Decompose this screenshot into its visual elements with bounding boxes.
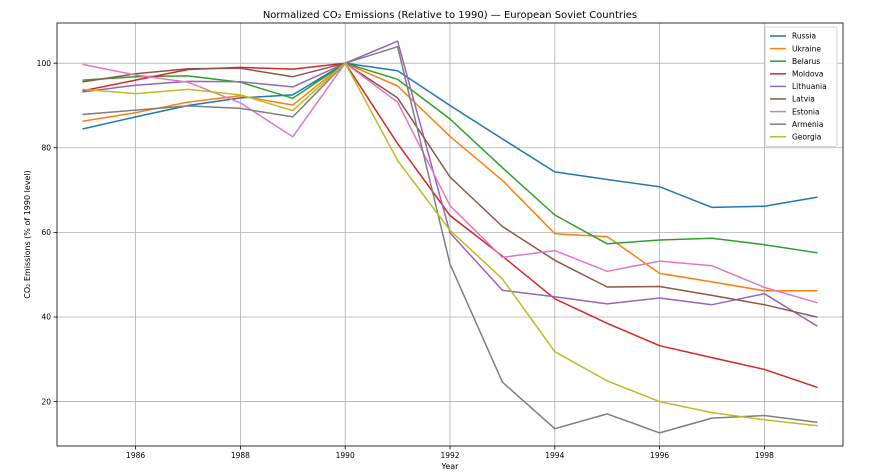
legend-label-ukraine: Ukraine (792, 44, 821, 53)
x-tick-label: 1994 (545, 451, 564, 460)
series-line-georgia (82, 62, 818, 427)
x-tick-label: 1990 (336, 451, 355, 460)
x-tick-label: 1998 (755, 451, 774, 460)
x-tick-label: 1996 (650, 451, 669, 460)
series-line-lithuania (82, 40, 818, 327)
series-lines (82, 40, 818, 434)
legend-label-moldova: Moldova (792, 70, 824, 79)
series-line-estonia (82, 62, 818, 304)
y-axis-label: CO₂ Emissions (% of 1990 level) (23, 170, 32, 299)
legend-box (764, 26, 838, 147)
x-tick-label: 1992 (440, 451, 459, 460)
series-line-ukraine (82, 62, 818, 292)
x-tick-label: 1986 (126, 451, 145, 460)
series-line-russia (82, 62, 818, 209)
y-tick-label: 100 (37, 59, 52, 68)
legend-label-latvia: Latvia (792, 95, 815, 104)
legend: Russia Ukraine Belarus Moldova Lithuania Latv… (764, 26, 838, 147)
legend-label-armenia: Armenia (792, 120, 823, 129)
series-line-latvia (82, 62, 818, 318)
series-line-armenia (82, 45, 818, 434)
y-tick-label: 20 (41, 397, 51, 406)
legend-label-estonia: Estonia (792, 107, 820, 116)
series-line-belarus (82, 62, 818, 254)
y-axis-ticks: 20 40 60 80 100 (37, 59, 57, 406)
legend-label-belarus: Belarus (792, 57, 820, 66)
y-tick-label: 60 (41, 228, 51, 237)
x-tick-label: 1988 (231, 451, 250, 460)
legend-label-georgia: Georgia (792, 133, 821, 142)
legend-label-russia: Russia (792, 32, 816, 41)
grid-lines (57, 23, 843, 446)
chart-title: Normalized CO₂ Emissions (Relative to 19… (263, 10, 637, 21)
x-axis-ticks: 1986 1988 1990 1992 1994 1996 1998 (126, 446, 774, 460)
x-axis-label: Year (441, 462, 460, 471)
legend-label-lithuania: Lithuania (792, 82, 827, 91)
y-tick-label: 80 (41, 143, 51, 152)
y-tick-label: 40 (41, 313, 51, 322)
